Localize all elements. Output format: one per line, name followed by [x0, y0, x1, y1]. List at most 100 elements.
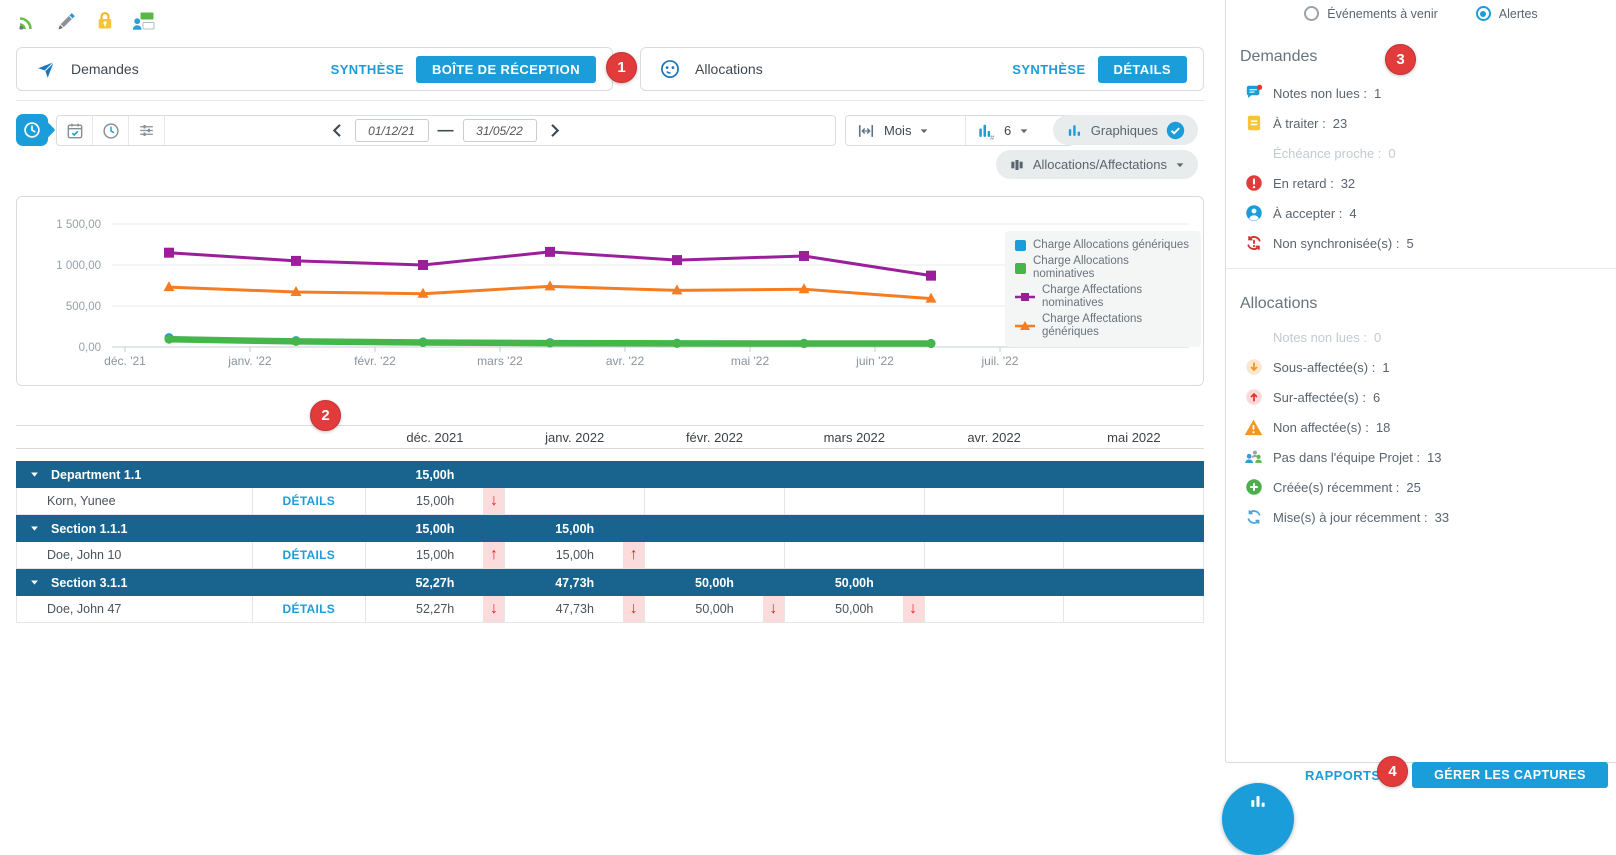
scale-toolbar: Mois # 6: [845, 115, 1073, 146]
sidebar-item-count: 25: [1406, 480, 1420, 495]
month-column-header: févr. 2022: [645, 430, 785, 445]
hours-cell: [1064, 596, 1204, 622]
sidebar-item[interactable]: En retard :32: [1244, 168, 1604, 198]
previous-period-chevron-icon[interactable]: [329, 122, 346, 139]
sidebar-divider: [1225, 0, 1226, 762]
sidebar-item-count: 4: [1349, 206, 1356, 221]
allocation-table: déc. 2021janv. 2022févr. 2022mars 2022av…: [16, 425, 1204, 623]
sidebar-section-divider: [1226, 268, 1616, 269]
rapports-button[interactable]: RAPPORTS: [1305, 768, 1380, 783]
callout-badge-1: 1: [606, 52, 637, 83]
edit-pencil-icon[interactable]: [53, 8, 79, 34]
group-name: Section 3.1.1: [51, 576, 127, 590]
time-mode-badge[interactable]: [16, 114, 48, 146]
face-icon: [657, 56, 683, 82]
table-header-row: déc. 2021janv. 2022févr. 2022mars 2022av…: [16, 425, 1204, 449]
allocations-synthese-button[interactable]: SYNTHÈSE: [1012, 62, 1085, 77]
callout-badge-2: 2: [310, 400, 341, 431]
sync-alert-icon: [1244, 234, 1263, 253]
arrow-down-icon: ↓: [903, 596, 924, 622]
capture-organization-icon[interactable]: [131, 8, 157, 34]
radio-alertes[interactable]: Alertes: [1476, 6, 1538, 21]
sidebar-item-count: 18: [1376, 420, 1390, 435]
sidebar-item[interactable]: Sur-affectée(s) :6: [1244, 382, 1604, 412]
date-from-input[interactable]: [355, 119, 429, 142]
month-column-header: mars 2022: [784, 430, 924, 445]
month-column-header: mai 2022: [1064, 430, 1204, 445]
group-hours-cell: [924, 569, 1064, 596]
hours-cell: 15,00h↓: [366, 488, 506, 514]
radio-checked-icon[interactable]: [1476, 6, 1491, 21]
sidebar-allocations-title: Allocations: [1240, 295, 1317, 313]
up-circle-icon: [1244, 388, 1263, 407]
time-scale-value: Mois: [884, 123, 911, 138]
date-range-separator: —: [438, 122, 454, 140]
columns-icon: [1009, 157, 1025, 173]
sidebar-item[interactable]: Non synchronisée(s) :5: [1244, 228, 1604, 258]
radio-evenements-a-venir[interactable]: Événements à venir: [1304, 6, 1437, 21]
sidebar-item-label: À traiter :: [1273, 116, 1326, 131]
alert-circle-icon: [1244, 174, 1263, 193]
table-group-row[interactable]: Department 1.115,00h: [16, 461, 1204, 488]
details-link[interactable]: DÉTAILS: [253, 542, 366, 568]
dataset-selector-label: Allocations/Affectations: [1033, 157, 1167, 172]
svg-text:juil. '22: juil. '22: [981, 354, 1019, 368]
demandes-panel-header: Demandes SYNTHÈSE BOÎTE DE RÉCEPTION: [16, 47, 613, 91]
group-hours-cell: [505, 461, 645, 488]
group-name: Department 1.1: [51, 468, 141, 482]
hours-cell: [925, 596, 1065, 622]
bar-chart-icon: [1066, 122, 1083, 139]
triangle-marker-icon: [1015, 321, 1035, 331]
sidebar-item[interactable]: Créée(s) récemment :25: [1244, 472, 1604, 502]
column-count-value: 6: [1004, 123, 1011, 138]
date-to-input[interactable]: [463, 119, 537, 142]
graphiques-toggle[interactable]: Graphiques: [1053, 115, 1198, 145]
clock-gray-icon[interactable]: [93, 116, 129, 145]
sidebar-item[interactable]: À accepter :4: [1244, 198, 1604, 228]
collapse-caret-icon[interactable]: [30, 470, 39, 479]
group-hours-cell: [784, 515, 924, 542]
sliders-icon[interactable]: [129, 116, 165, 145]
time-scale-dropdown[interactable]: Mois: [846, 116, 966, 145]
person-name: Doe, John 10: [17, 542, 253, 568]
demandes-inbox-button[interactable]: BOÎTE DE RÉCEPTION: [416, 56, 596, 83]
sidebar-item-label: Non affectée(s) :: [1273, 420, 1369, 435]
rss-feed-icon[interactable]: [14, 8, 40, 34]
sidebar-item[interactable]: Mise(s) à jour récemment :33: [1244, 502, 1604, 532]
gerer-les-captures-button[interactable]: GÉRER LES CAPTURES: [1412, 762, 1608, 788]
square-marker-icon: [1015, 292, 1035, 302]
check-circle-icon[interactable]: [1166, 121, 1185, 140]
demandes-synthese-button[interactable]: SYNTHÈSE: [331, 62, 404, 77]
sidebar-item[interactable]: À traiter :23: [1244, 108, 1604, 138]
sidebar-item[interactable]: Notes non lues :1: [1244, 78, 1604, 108]
dataset-selector-dropdown[interactable]: Allocations/Affectations: [996, 150, 1198, 179]
next-period-chevron-icon[interactable]: [546, 122, 563, 139]
sidebar-demandes-list: Notes non lues :1À traiter :23Échéance p…: [1244, 78, 1604, 258]
sidebar-item-label: Échéance proche :: [1273, 146, 1381, 161]
arrow-down-icon: ↓: [483, 596, 504, 622]
svg-text:1 000,00: 1 000,00: [56, 260, 101, 272]
sidebar-item-count: 0: [1374, 330, 1381, 345]
chart-fab-button[interactable]: [1222, 783, 1294, 855]
sidebar-item[interactable]: Non affectée(s) : 18: [1244, 412, 1604, 442]
details-link[interactable]: DÉTAILS: [253, 488, 366, 514]
collapse-caret-icon[interactable]: [30, 524, 39, 533]
person-name: Korn, Yunee: [17, 488, 253, 514]
allocations-details-button[interactable]: DÉTAILS: [1098, 56, 1187, 83]
sidebar-item: Échéance proche :0: [1244, 138, 1604, 168]
table-group-row[interactable]: Section 3.1.152,27h47,73h50,00h50,00h: [16, 569, 1204, 596]
collapse-caret-icon[interactable]: [30, 578, 39, 587]
details-link[interactable]: DÉTAILS: [253, 596, 366, 622]
svg-text:500,00: 500,00: [66, 301, 101, 313]
lock-icon[interactable]: [92, 8, 118, 34]
table-group-row[interactable]: Section 1.1.115,00h15,00h: [16, 515, 1204, 542]
column-count-dropdown[interactable]: # 6: [966, 116, 1039, 145]
radio-evenements-label: Événements à venir: [1327, 7, 1437, 21]
sidebar-item[interactable]: Sous-affectée(s) :1: [1244, 352, 1604, 382]
hours-cell: [785, 542, 925, 568]
team-icon: [1244, 448, 1263, 467]
sidebar-item[interactable]: Pas dans l'équipe Projet :13: [1244, 442, 1604, 472]
sidebar-item-count: 32: [1341, 176, 1355, 191]
radio-unchecked-icon[interactable]: [1304, 6, 1319, 21]
calendar-icon[interactable]: [57, 116, 93, 145]
